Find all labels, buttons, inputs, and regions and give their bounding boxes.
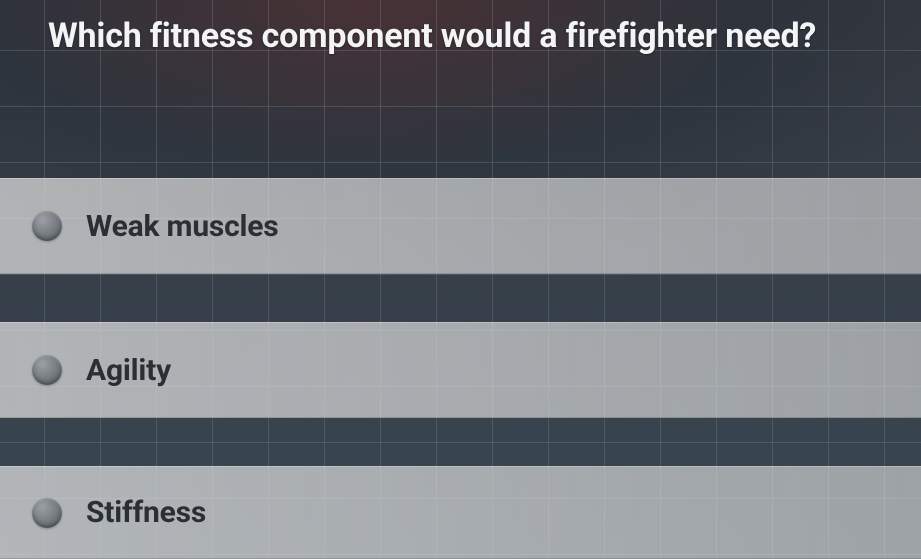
answer-option-label: Stiffness [86,495,206,530]
radio-unselected-icon [32,211,62,241]
answer-option-label: Weak muscles [86,209,279,244]
answer-option-stiffness[interactable]: Stiffness [0,466,921,559]
answer-option-weak-muscles[interactable]: Weak muscles [0,178,921,274]
answer-option-label: Agility [86,353,171,388]
radio-unselected-icon [32,355,62,385]
question-text: Which fitness component would a firefigh… [48,16,901,56]
radio-unselected-icon [32,498,62,528]
quiz-container: Which fitness component would a firefigh… [0,0,921,559]
answer-option-agility[interactable]: Agility [0,322,921,418]
